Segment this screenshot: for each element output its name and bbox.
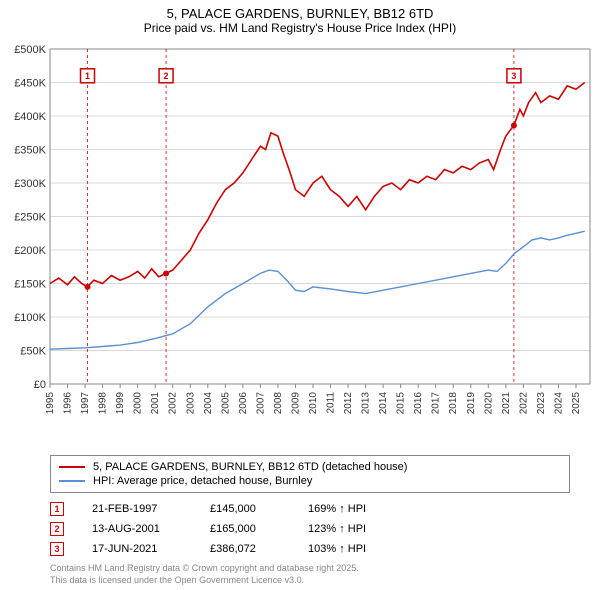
svg-text:2: 2 [164,71,169,81]
svg-text:2015: 2015 [396,392,407,415]
chart-title: 5, PALACE GARDENS, BURNLEY, BB12 6TD [0,0,600,21]
legend-swatch [59,480,85,482]
transaction-marker: 1 [50,502,64,516]
svg-text:2014: 2014 [378,392,389,415]
transactions-table: 1 21-FEB-1997 £145,000 169% ↑ HPI 2 13-AUG-20… [50,499,570,559]
svg-text:2003: 2003 [185,392,196,415]
svg-text:2013: 2013 [361,392,372,415]
svg-text:1998: 1998 [98,392,109,415]
svg-text:2001: 2001 [150,392,161,415]
svg-text:£300K: £300K [14,178,46,190]
svg-text:1996: 1996 [63,392,74,415]
transaction-row: 1 21-FEB-1997 £145,000 169% ↑ HPI [50,499,570,519]
line-chart-svg: £0 £50K £100K £150K £200K £250K £300K £350K £400… [0,39,600,449]
svg-text:2018: 2018 [448,392,459,415]
svg-text:£250K: £250K [14,212,46,224]
svg-text:£50K: £50K [20,346,46,358]
svg-text:£500K: £500K [14,44,46,56]
svg-text:2021: 2021 [501,392,512,415]
svg-text:£200K: £200K [14,245,46,257]
legend-label: HPI: Average price, detached house, Burn… [93,475,312,487]
transaction-price: £165,000 [210,523,280,535]
svg-text:3: 3 [511,71,516,81]
svg-text:£100K: £100K [14,312,46,324]
legend-row: HPI: Average price, detached house, Burn… [59,474,561,488]
svg-text:2016: 2016 [413,392,424,415]
svg-text:2017: 2017 [431,392,442,415]
transaction-marker: 3 [50,542,64,556]
svg-text:2020: 2020 [483,392,494,415]
transaction-price: £386,072 [210,543,280,555]
svg-text:2023: 2023 [536,392,547,415]
legend-swatch [59,466,85,468]
svg-text:2008: 2008 [273,392,284,415]
chart-subtitle: Price paid vs. HM Land Registry's House … [0,21,600,39]
transaction-marker: 2 [50,522,64,536]
transaction-date: 13-AUG-2001 [92,523,182,535]
svg-text:£150K: £150K [14,279,46,291]
svg-text:2005: 2005 [220,392,231,415]
svg-text:2011: 2011 [326,392,337,414]
svg-text:£350K: £350K [14,145,46,157]
svg-text:2006: 2006 [238,392,249,415]
svg-text:2022: 2022 [518,392,529,415]
chart-area: £0 £50K £100K £150K £200K £250K £300K £350K £400… [0,39,600,449]
svg-text:£450K: £450K [14,78,46,90]
footnote-line: Contains HM Land Registry data © Crown c… [50,563,570,575]
svg-text:£400K: £400K [14,111,46,123]
svg-text:1: 1 [85,71,90,81]
footnote: Contains HM Land Registry data © Crown c… [50,563,570,586]
legend-label: 5, PALACE GARDENS, BURNLEY, BB12 6TD (de… [93,461,407,473]
transaction-hpi: 103% ↑ HPI [308,543,398,555]
transaction-date: 21-FEB-1997 [92,503,182,515]
svg-text:£0: £0 [34,379,46,391]
svg-text:2010: 2010 [308,392,319,415]
svg-text:2025: 2025 [571,392,582,415]
transaction-price: £145,000 [210,503,280,515]
svg-text:2019: 2019 [466,392,477,415]
svg-text:1997: 1997 [80,392,91,415]
transaction-hpi: 123% ↑ HPI [308,523,398,535]
svg-text:2012: 2012 [343,392,354,415]
legend: 5, PALACE GARDENS, BURNLEY, BB12 6TD (de… [50,455,570,493]
transaction-row: 3 17-JUN-2021 £386,072 103% ↑ HPI [50,539,570,559]
svg-text:2004: 2004 [203,392,214,415]
footnote-line: This data is licensed under the Open Gov… [50,575,570,587]
transaction-date: 17-JUN-2021 [92,543,182,555]
svg-text:2007: 2007 [255,392,266,415]
svg-text:2002: 2002 [168,392,179,415]
svg-text:1995: 1995 [45,392,56,415]
svg-text:2009: 2009 [290,392,301,415]
svg-text:1999: 1999 [115,392,126,415]
legend-row: 5, PALACE GARDENS, BURNLEY, BB12 6TD (de… [59,460,561,474]
transaction-row: 2 13-AUG-2001 £165,000 123% ↑ HPI [50,519,570,539]
svg-text:2024: 2024 [553,392,564,415]
transaction-hpi: 169% ↑ HPI [308,503,398,515]
svg-text:2000: 2000 [133,392,144,415]
